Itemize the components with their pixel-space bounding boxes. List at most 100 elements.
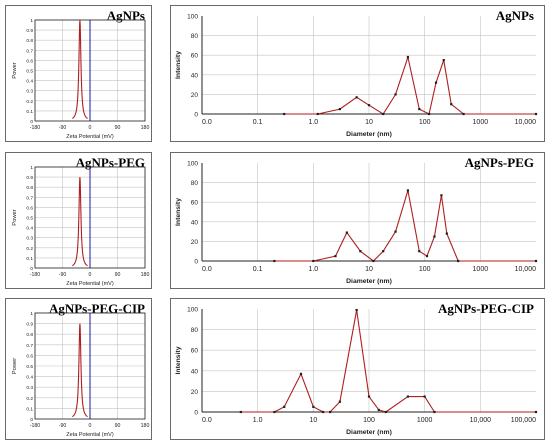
x-tick-label: 0.0: [202, 417, 212, 424]
zeta-chart: 0 0.1 0.2 0.3 0.4 0.5 0.6 0.7 0.8 0.9 1 -180 -90 0 90 1…: [12, 165, 149, 287]
data-point: [316, 112, 319, 116]
y-tick-label: 1: [30, 311, 33, 317]
x-tick-label: 0: [89, 125, 92, 131]
data-point: [423, 395, 426, 398]
y-axis-label: Power: [12, 62, 18, 79]
data-point: [345, 231, 348, 234]
size-title: AgNPs-PEG-CIP: [437, 301, 534, 316]
y-tick-label: 100: [187, 14, 198, 21]
data-point: [367, 395, 371, 398]
distribution-line: [284, 55, 536, 115]
data-point: [273, 259, 276, 263]
y-tick-label: 0.4: [26, 375, 33, 381]
zeta-chart: 0 0.1 0.2 0.3 0.4 0.5 0.6 0.7 0.8 0.9 1 -180 -90 0 90 1…: [12, 18, 149, 140]
y-tick-label: 0: [30, 119, 33, 125]
data-point: [355, 308, 358, 312]
data-point: [406, 56, 410, 59]
y-axis-label: Intensity: [175, 51, 182, 79]
data-point: [534, 410, 538, 414]
y-tick-label: 0.1: [26, 406, 33, 412]
x-tick-label: 90: [115, 423, 121, 429]
data-point: [367, 104, 371, 107]
data-point: [442, 59, 445, 62]
size-chart: 0 20 40 60 80 100 0.0 0.1 1.0 10 100 1000 10,000 Diam…: [175, 14, 538, 138]
x-tick-label: 1.0: [308, 119, 318, 126]
x-axis-label: Diameter (nm): [346, 278, 392, 285]
y-tick-label: 1: [30, 165, 33, 171]
data-point: [534, 259, 538, 263]
x-tick-label: 0: [89, 423, 92, 429]
y-tick-label: 100: [187, 161, 198, 168]
data-point: [355, 96, 358, 99]
data-point: [418, 250, 421, 253]
y-tick-label: 0.4: [26, 79, 33, 85]
zeta-chart: 0 0.1 0.2 0.3 0.4 0.5 0.6 0.7 0.8 0.9 1 -180 -90 0 90 1…: [12, 311, 149, 438]
y-tick-label: 0.1: [26, 109, 33, 115]
data-point: [433, 235, 436, 238]
y-tick-label: 0.8: [26, 185, 33, 191]
zeta-peak-line: [71, 323, 88, 418]
x-tick-label: 1.0: [253, 417, 263, 424]
size-panel-agnps: AgNPs 0 20 40 60 80 100 0.0 0.1 1.0 10 100 1000 10,0…: [170, 5, 545, 142]
y-tick-label: 0.3: [26, 385, 33, 391]
y-tick-label: 40: [191, 219, 199, 226]
data-point: [406, 189, 410, 192]
y-tick-label: 0: [194, 259, 198, 266]
x-tick-label: 10: [365, 266, 373, 273]
x-tick-label: 10: [365, 119, 373, 126]
x-tick-label: -180: [30, 272, 40, 278]
y-tick-label: 0.7: [26, 343, 33, 349]
x-tick-label: 100: [419, 119, 431, 126]
y-tick-label: 0.8: [26, 38, 33, 44]
data-point: [445, 232, 448, 235]
y-tick-label: 0.6: [26, 58, 33, 64]
zeta-title: AgNPs-PEG-CIP: [48, 301, 145, 316]
size-title: AgNPs: [495, 8, 534, 23]
x-tick-label: 0.0: [202, 266, 212, 273]
data-point: [338, 108, 341, 111]
x-tick-label: -180: [30, 423, 40, 429]
size-chart: 0 20 40 60 80 100 0.0 0.1 1.0 10 100 1000 10,000 Diam…: [175, 161, 538, 285]
x-axis-label: Zeta Potential (mV): [66, 281, 114, 287]
size-chart: 0 20 40 60 80 100 0.0 1.0 10 100 1000 10,000 100,000…: [175, 307, 538, 436]
y-tick-label: 60: [191, 200, 199, 207]
y-tick-label: 0.9: [26, 28, 33, 34]
size-panel-agnps-peg: AgNPs-PEG 0 20 40 60 80 100 0.0 0.1 1.0 10 100 1000…: [170, 152, 545, 289]
data-point: [440, 194, 443, 197]
x-tick-label: -90: [59, 272, 67, 278]
y-tick-label: 80: [191, 327, 199, 334]
x-tick-label: 100: [419, 266, 431, 273]
y-tick-label: 80: [191, 33, 199, 40]
y-tick-label: 0.2: [26, 396, 33, 402]
distribution-line: [274, 190, 536, 262]
x-tick-label: 0.0: [202, 119, 212, 126]
zeta-peak-line: [71, 19, 88, 119]
y-tick-label: 0: [194, 410, 198, 417]
x-tick-label: 10,000: [515, 266, 537, 273]
y-tick-label: 20: [191, 239, 199, 246]
data-point: [406, 395, 410, 398]
data-point: [434, 81, 438, 84]
x-tick-label: 0.1: [253, 119, 263, 126]
x-tick-label: 0: [89, 272, 92, 278]
data-point: [534, 112, 538, 116]
size-panel-agnps-peg-cip: AgNPs-PEG-CIP 0 20 40 60 80 100 0.0 1.0 10 100 100…: [170, 298, 545, 440]
zeta-panel-agnps: AgNPs 0 0.1 0.2 0.3 0.4 0.5 0.6 0.7 0.8 0.9 1 -180 -…: [5, 5, 152, 142]
x-axis-label: Diameter (nm): [346, 429, 392, 436]
x-tick-label: 10: [309, 417, 317, 424]
data-point: [283, 405, 286, 408]
data-point: [312, 259, 315, 263]
data-point: [377, 408, 380, 412]
y-tick-label: 20: [191, 389, 199, 396]
data-point: [312, 405, 315, 408]
zeta-title: AgNPs: [106, 8, 145, 23]
x-tick-label: 1000: [473, 266, 489, 273]
x-tick-label: 10,000: [470, 417, 492, 424]
data-point: [338, 400, 341, 403]
data-point: [425, 255, 429, 258]
data-point: [328, 410, 332, 414]
data-point: [394, 230, 397, 233]
size-title: AgNPs-PEG: [464, 155, 534, 170]
x-tick-label: -90: [59, 125, 67, 131]
data-point: [322, 410, 325, 414]
